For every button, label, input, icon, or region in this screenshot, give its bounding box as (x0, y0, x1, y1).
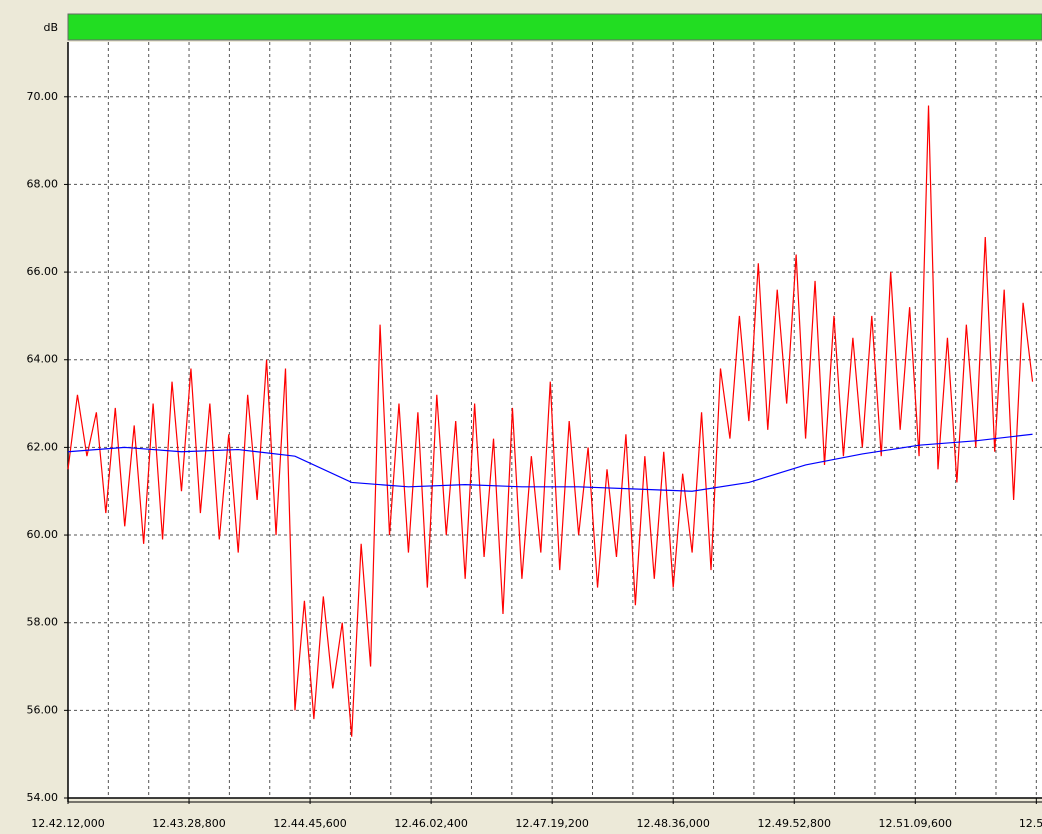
x-tick-label: 12.52. (1019, 817, 1042, 830)
x-tick-label: 12.51.09,600 (879, 817, 952, 830)
x-tick-label: 12.47.19,200 (515, 817, 588, 830)
x-tick-label: 12.46.02,400 (394, 817, 467, 830)
x-tick-label: 12.49.52,800 (758, 817, 831, 830)
y-tick-label: 56.00 (27, 703, 59, 716)
data-line (67, 433, 1033, 492)
y-tick-label: 70.00 (27, 90, 59, 103)
y-tick-label: 64.00 (27, 353, 59, 366)
level-bar (67, 13, 1042, 41)
data-line (67, 105, 1034, 737)
x-tick-label: 12.42.12,000 (31, 817, 104, 830)
x-tick-label: 12.48.36,000 (636, 817, 709, 830)
y-tick-label: 54.00 (27, 791, 59, 804)
x-tick-label: 12.43.28,800 (152, 817, 225, 830)
y-tick-label: 58.00 (27, 616, 59, 629)
y-tick-label: 66.00 (27, 265, 59, 278)
y-axis-label: dB (43, 21, 58, 34)
x-tick-label: 12.44.45,600 (273, 817, 346, 830)
y-tick-label: 60.00 (27, 528, 59, 541)
y-tick-label: 62.00 (27, 440, 59, 453)
plot-area (68, 42, 1042, 798)
y-tick-label: 68.00 (27, 177, 59, 190)
